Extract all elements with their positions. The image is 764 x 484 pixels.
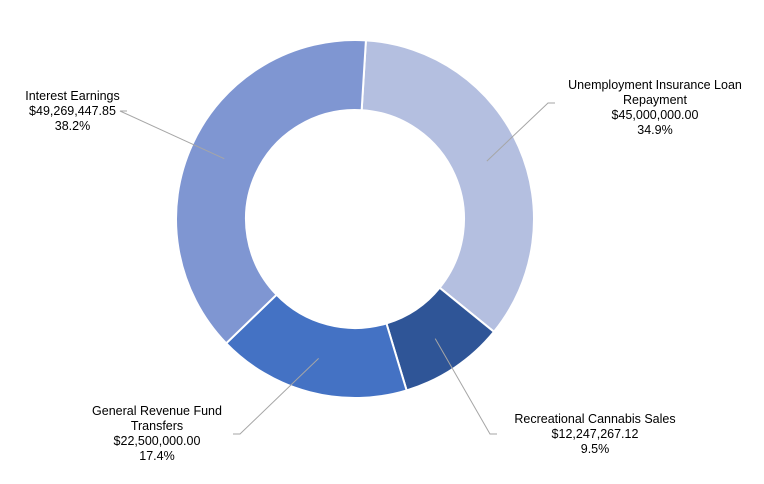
slice-unemployment-leader-line: [486, 102, 555, 162]
slice-label-unemployment: Unemployment Insurance Loan Repayment $4…: [568, 78, 742, 137]
slice-interest-leader-line: [119, 110, 225, 160]
slice-cannabis-leader-line: [434, 338, 497, 435]
slice-unemployment: [360, 39, 535, 334]
slice-interest: [175, 39, 367, 345]
slice-general-revenue-leader-line: [233, 357, 319, 435]
slice-label-interest: Interest Earnings $49,269,447.85 38.2%: [25, 89, 120, 133]
slice-label-general-revenue: General Revenue Fund Transfers $22,500,0…: [92, 404, 222, 463]
slice-label-cannabis: Recreational Cannabis Sales $12,247,267.…: [514, 412, 676, 456]
